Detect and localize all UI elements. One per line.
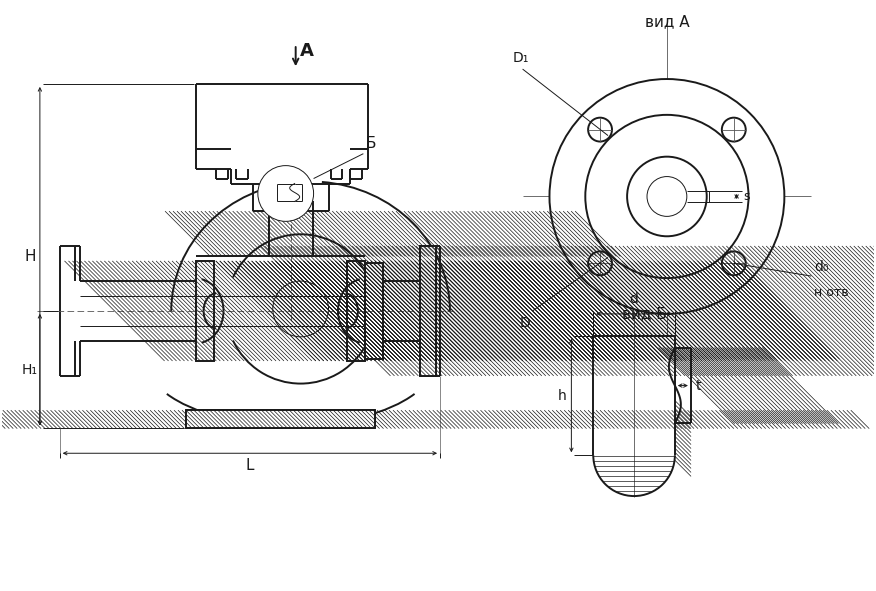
- Text: L: L: [245, 457, 254, 473]
- Circle shape: [588, 118, 612, 142]
- Text: D₁: D₁: [512, 51, 529, 65]
- Text: D: D: [519, 316, 530, 330]
- Bar: [196, 261, 214, 361]
- Bar: [675, 423, 691, 460]
- Bar: [675, 348, 691, 423]
- Circle shape: [722, 251, 745, 275]
- Text: Б: Б: [365, 136, 376, 151]
- Text: H₁: H₁: [22, 363, 38, 376]
- Circle shape: [722, 118, 745, 142]
- Text: н отв: н отв: [814, 286, 849, 299]
- Text: А: А: [300, 42, 314, 60]
- Text: d₀: d₀: [814, 260, 829, 274]
- Text: h: h: [558, 388, 567, 402]
- Circle shape: [647, 177, 687, 216]
- Text: s: s: [744, 190, 750, 203]
- Circle shape: [627, 157, 707, 236]
- Bar: [365, 263, 384, 359]
- Bar: [420, 246, 436, 376]
- Circle shape: [549, 79, 784, 314]
- Bar: [187, 411, 375, 428]
- Circle shape: [258, 165, 314, 222]
- Circle shape: [588, 251, 612, 275]
- Bar: [269, 212, 313, 256]
- Text: H: H: [25, 249, 36, 264]
- Text: d: d: [630, 292, 639, 306]
- Circle shape: [585, 115, 748, 278]
- Text: вид Б: вид Б: [622, 306, 667, 321]
- Bar: [348, 261, 365, 361]
- Text: вид А: вид А: [645, 14, 689, 30]
- Text: t: t: [696, 379, 702, 392]
